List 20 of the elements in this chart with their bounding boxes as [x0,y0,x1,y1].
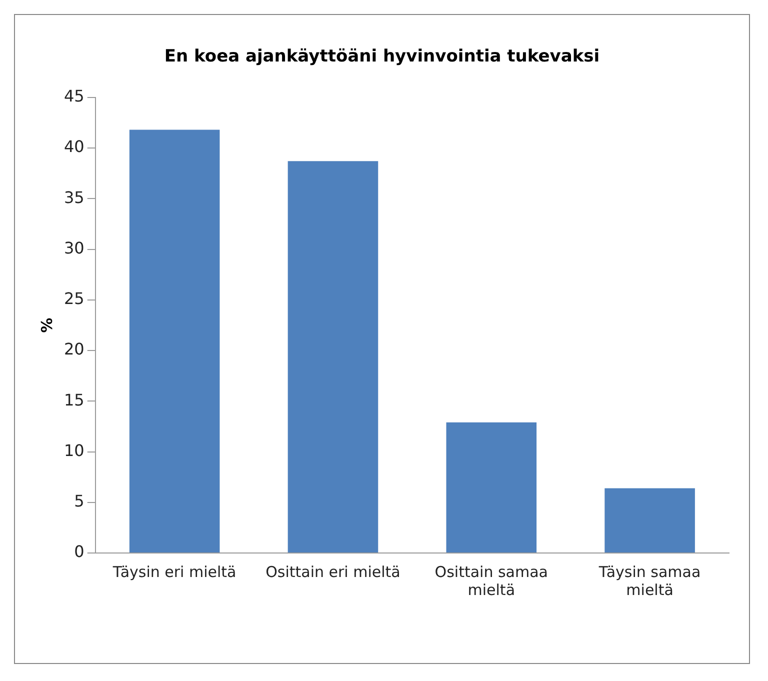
y-tick-label: 0 [74,542,84,562]
x-tick-label: Osittain samaa mieltä [434,562,548,599]
y-tick-label: 10 [64,440,84,460]
bar [604,488,695,552]
y-axis-title: % [38,318,56,333]
y-tick-label: 20 [64,340,84,359]
y-tick-label: 40 [64,137,84,156]
y-tick-label: 45 [64,86,84,106]
chart-title: En koea ajankäyttöäni hyvinvointia tukevaksi [164,46,600,67]
y-tick-label: 25 [64,289,84,308]
y-tick-label: 5 [74,492,84,511]
x-tick-label: Täysin samaa mieltä [598,562,701,599]
bar [288,161,378,552]
bar [446,422,537,552]
x-tick-label: Osittain eri mieltä [266,562,400,581]
y-tick-label: 30 [64,238,84,258]
bar [129,130,220,552]
y-tick-label: 15 [64,390,84,410]
y-tick-label: 35 [64,188,84,207]
x-tick-label: Täysin eri mieltä [112,562,236,581]
